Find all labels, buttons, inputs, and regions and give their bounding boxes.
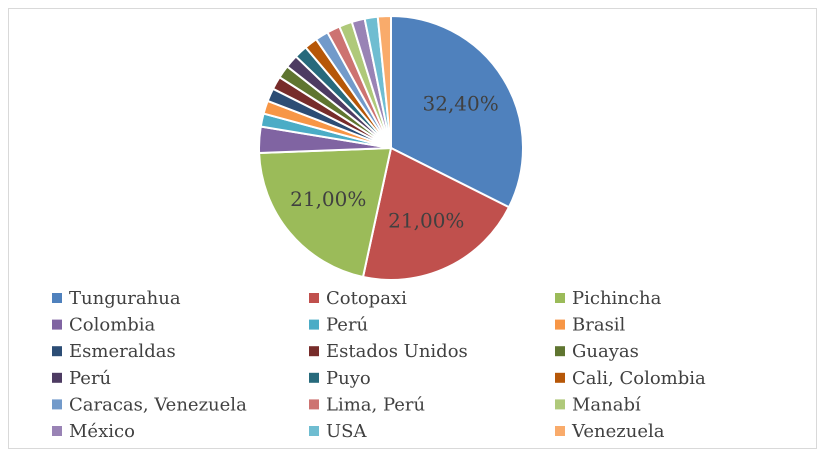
pie-slice	[361, 146, 511, 281]
legend-swatch	[309, 346, 319, 357]
legend-swatch	[555, 293, 565, 303]
legend-label: Venezuela	[571, 421, 665, 442]
legend-label: Caracas, Venezuela	[69, 394, 247, 415]
legend-label: USA	[326, 421, 368, 442]
legend-swatch	[309, 399, 319, 410]
legend-label: Pichincha	[572, 288, 662, 309]
legend-swatch	[52, 346, 62, 357]
pie-slice	[258, 146, 393, 279]
pie-slice	[376, 14, 392, 149]
legend-label: Perú	[69, 368, 111, 389]
legend-swatch	[52, 293, 62, 303]
legend-label: Manabí	[572, 394, 641, 415]
legend-label: Brasil	[572, 315, 626, 336]
legend-label: Perú	[326, 315, 368, 336]
legend-swatch	[52, 426, 62, 436]
legend-swatch	[555, 399, 565, 410]
data-label: 21,00%	[290, 187, 366, 211]
legend-swatch	[309, 372, 319, 383]
legend-swatch	[555, 372, 565, 383]
legend-label: Cotopaxi	[326, 288, 407, 309]
legend-swatch	[52, 399, 62, 410]
legend-swatch	[555, 426, 565, 436]
data-label: 21,00%	[388, 208, 464, 232]
legend-label: Guayas	[572, 341, 639, 362]
legend-label: Estados Unidos	[326, 341, 468, 362]
legend-label: México	[69, 421, 135, 442]
legend-swatch	[555, 319, 565, 330]
legend-label: Lima, Perú	[326, 394, 425, 415]
legend-swatch	[52, 372, 62, 383]
legend-swatch	[555, 346, 565, 357]
legend-label: Cali, Colombia	[572, 368, 706, 389]
legend-label: Esmeraldas	[69, 341, 176, 362]
legend-swatch	[309, 293, 319, 303]
legend-label: Puyo	[326, 368, 371, 389]
legend-swatch	[309, 426, 319, 436]
legend-swatch	[52, 319, 62, 330]
data-label: 32,40%	[423, 92, 499, 116]
legend-swatch	[309, 319, 319, 330]
legend-label: Tungurahua	[69, 288, 181, 309]
legend-label: Colombia	[69, 315, 156, 336]
pie-slice	[390, 14, 524, 209]
